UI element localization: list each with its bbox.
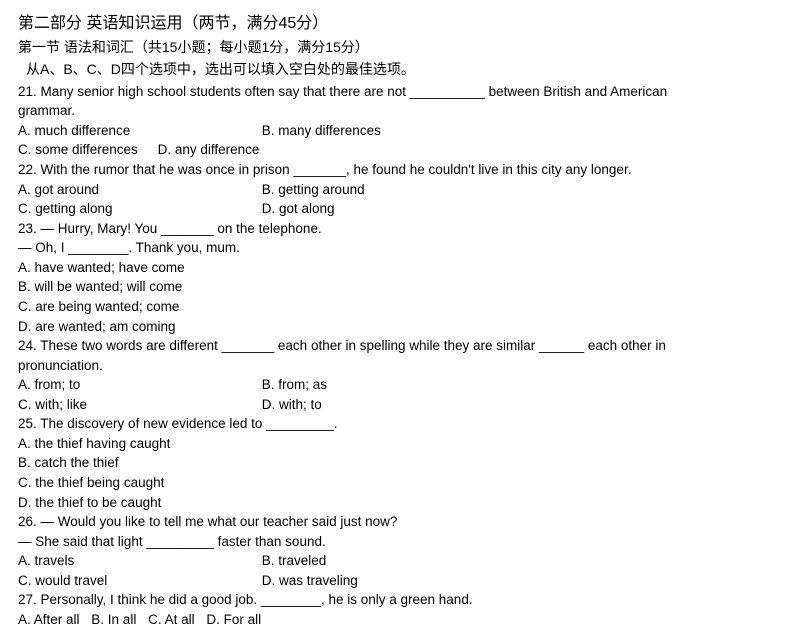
option-a: A. have wanted; have come <box>18 258 782 278</box>
option-b: B. catch the thief <box>18 453 782 473</box>
question-text: — She said that light _________ faster t… <box>18 532 782 552</box>
question-24: 24. These two words are different ______… <box>18 336 782 414</box>
option-c: C. with; like <box>18 395 258 415</box>
question-26: 26. — Would you like to tell me what our… <box>18 512 782 590</box>
question-text: pronunciation. <box>18 356 782 376</box>
question-text: 23. — Hurry, Mary! You _______ on the te… <box>18 219 782 239</box>
option-d: D. the thief to be caught <box>18 493 782 513</box>
option-a: A. After all <box>18 612 80 627</box>
option-b: B. In all <box>91 612 136 627</box>
section-subtitle: 第一节 语法和词汇（共15小题；每小题1分，满分15分） <box>18 37 782 57</box>
question-text: 27. Personally, I think he did a good jo… <box>18 590 782 610</box>
question-25: 25. The discovery of new evidence led to… <box>18 414 782 512</box>
option-c: C. At all <box>148 612 195 627</box>
question-text: 24. These two words are different ______… <box>18 336 782 356</box>
option-c: C. would travel <box>18 571 258 591</box>
option-d: D. For all <box>206 612 261 627</box>
question-text: grammar. <box>18 101 782 121</box>
option-c: C. are being wanted; come <box>18 297 782 317</box>
question-27: 27. Personally, I think he did a good jo… <box>18 590 782 629</box>
question-21: 21. Many senior high school students oft… <box>18 82 782 160</box>
section-title: 第二部分 英语知识运用（两节，满分45分） <box>18 12 782 35</box>
question-22: 22. With the rumor that he was once in p… <box>18 160 782 219</box>
option-d: D. are wanted; am coming <box>18 317 782 337</box>
instruction: 从A、B、C、D四个选项中，选出可以填入空白处的最佳选项。 <box>18 59 782 79</box>
question-text: 22. With the rumor that he was once in p… <box>18 160 782 180</box>
option-a: A. much difference <box>18 121 258 141</box>
option-d: D. got along <box>262 199 335 219</box>
option-c: C. the thief being caught <box>18 473 782 493</box>
option-d: D. with; to <box>262 395 322 415</box>
option-c: C. getting along <box>18 199 258 219</box>
question-text: 25. The discovery of new evidence led to… <box>18 414 782 434</box>
option-b: B. many differences <box>262 121 381 141</box>
option-a: A. got around <box>18 180 258 200</box>
option-a: A. from; to <box>18 375 258 395</box>
option-b: B. traveled <box>262 551 327 571</box>
option-c: C. some differences <box>18 140 138 160</box>
question-text: — Oh, I ________. Thank you, mum. <box>18 238 782 258</box>
option-d: D. was traveling <box>262 571 358 591</box>
option-b: B. getting around <box>262 180 365 200</box>
option-b: B. from; as <box>262 375 327 395</box>
question-23: 23. — Hurry, Mary! You _______ on the te… <box>18 219 782 336</box>
question-text: 21. Many senior high school students oft… <box>18 82 782 102</box>
question-text: 26. — Would you like to tell me what our… <box>18 512 782 532</box>
option-a: A. the thief having caught <box>18 434 782 454</box>
option-b: B. will be wanted; will come <box>18 277 782 297</box>
option-d: D. any difference <box>158 140 260 160</box>
option-a: A. travels <box>18 551 258 571</box>
